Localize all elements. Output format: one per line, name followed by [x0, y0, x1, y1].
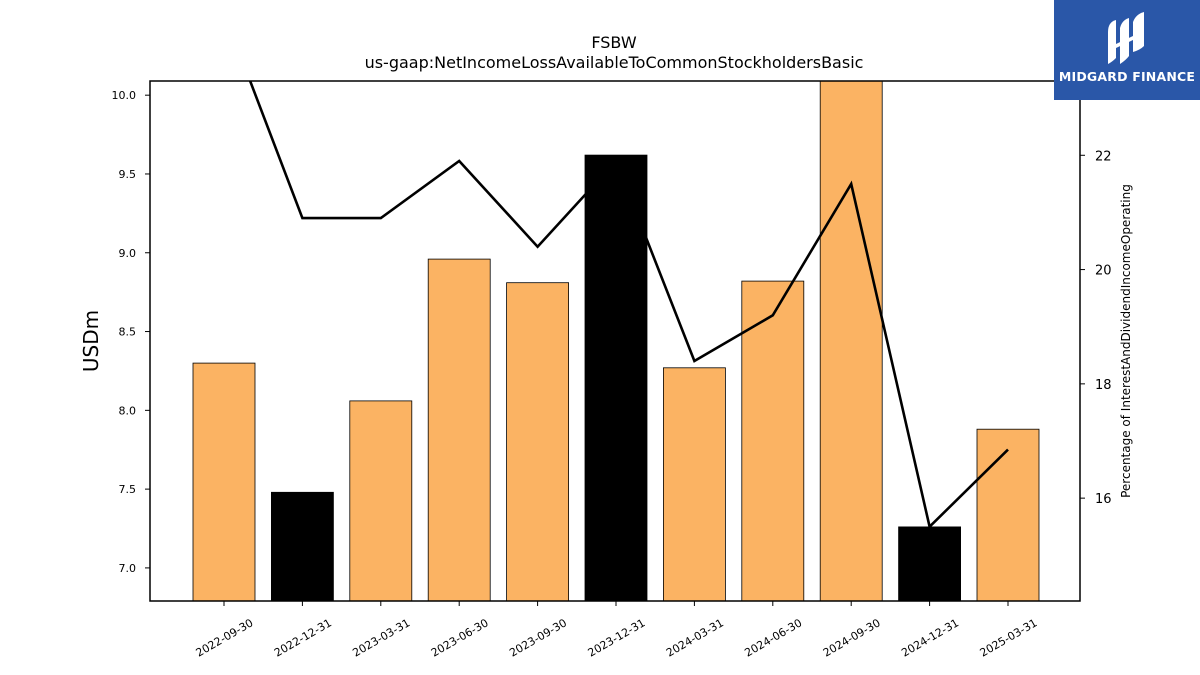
x-tick-label: 2022-09-30 — [194, 616, 256, 659]
x-tick-label: 2025-03-31 — [978, 616, 1040, 659]
y2-tick-label: 18 — [1095, 378, 1112, 393]
x-tick-label: 2022-12-31 — [272, 616, 334, 659]
ratio-line — [248, 81, 1009, 530]
y-tick-label: 8.5 — [119, 326, 137, 339]
x-tick-label: 2023-09-30 — [507, 616, 569, 659]
y-tick-label: 7.5 — [119, 483, 137, 496]
plot-frame — [149, 80, 1081, 602]
x-tick-label: 2023-12-31 — [586, 616, 648, 659]
chart-subtitle: us-gaap:NetIncomeLossAvailableToCommonSt… — [365, 53, 864, 72]
y2-tick-label: 20 — [1095, 264, 1112, 279]
y-tick-label: 7.0 — [119, 562, 137, 575]
bars-group — [192, 81, 1040, 601]
logo-text: MIDGARD FINANCE — [1058, 69, 1196, 84]
bar-2024-09-30 — [819, 81, 883, 601]
y2-axis-label: Percentage of InterestAndDividendIncomeO… — [1119, 184, 1133, 498]
bar-2022-12-31 — [270, 491, 334, 601]
y-tick-label: 9.5 — [119, 168, 137, 181]
midgard-logo-icon — [1108, 12, 1144, 64]
x-tick-label: 2024-12-31 — [899, 616, 961, 659]
x-tick-label: 2024-03-31 — [664, 616, 726, 659]
bar-2025-03-31 — [976, 428, 1040, 601]
x-tick-label: 2023-03-31 — [350, 616, 412, 659]
bar-2023-06-30 — [427, 258, 491, 601]
bar-2023-12-31 — [584, 154, 648, 601]
left-axis: 7.0 7.5 8.0 8.5 9.0 9.5 10.0 — [112, 89, 150, 575]
y-tick-label: 8.0 — [119, 404, 137, 417]
right-axis: 16 18 20 22 — [1080, 149, 1112, 507]
y2-tick-label: 16 — [1095, 492, 1112, 507]
bar-2023-09-30 — [506, 282, 570, 601]
x-tick-label: 2023-06-30 — [429, 616, 491, 659]
brand-logo: MIDGARD FINANCE — [1054, 0, 1200, 100]
bar-2024-06-30 — [741, 280, 805, 601]
y2-tick-label: 22 — [1095, 149, 1112, 164]
y-tick-label: 9.0 — [119, 247, 137, 260]
bar-2024-03-31 — [663, 367, 726, 601]
line-group — [248, 81, 1009, 530]
x-tick-label: 2024-06-30 — [742, 616, 804, 659]
x-tick-label: 2024-09-30 — [821, 616, 883, 659]
bar-2024-12-31 — [898, 526, 961, 601]
y-tick-label: 10.0 — [112, 89, 137, 102]
bar-2023-03-31 — [349, 400, 413, 601]
y-axis-label: USDm — [79, 310, 103, 372]
chart-title: FSBW — [591, 33, 636, 52]
bar-2022-09-30 — [192, 362, 256, 601]
x-axis: 2022-09-30 2022-12-31 2023-03-31 2023-06-30… — [194, 601, 1040, 660]
